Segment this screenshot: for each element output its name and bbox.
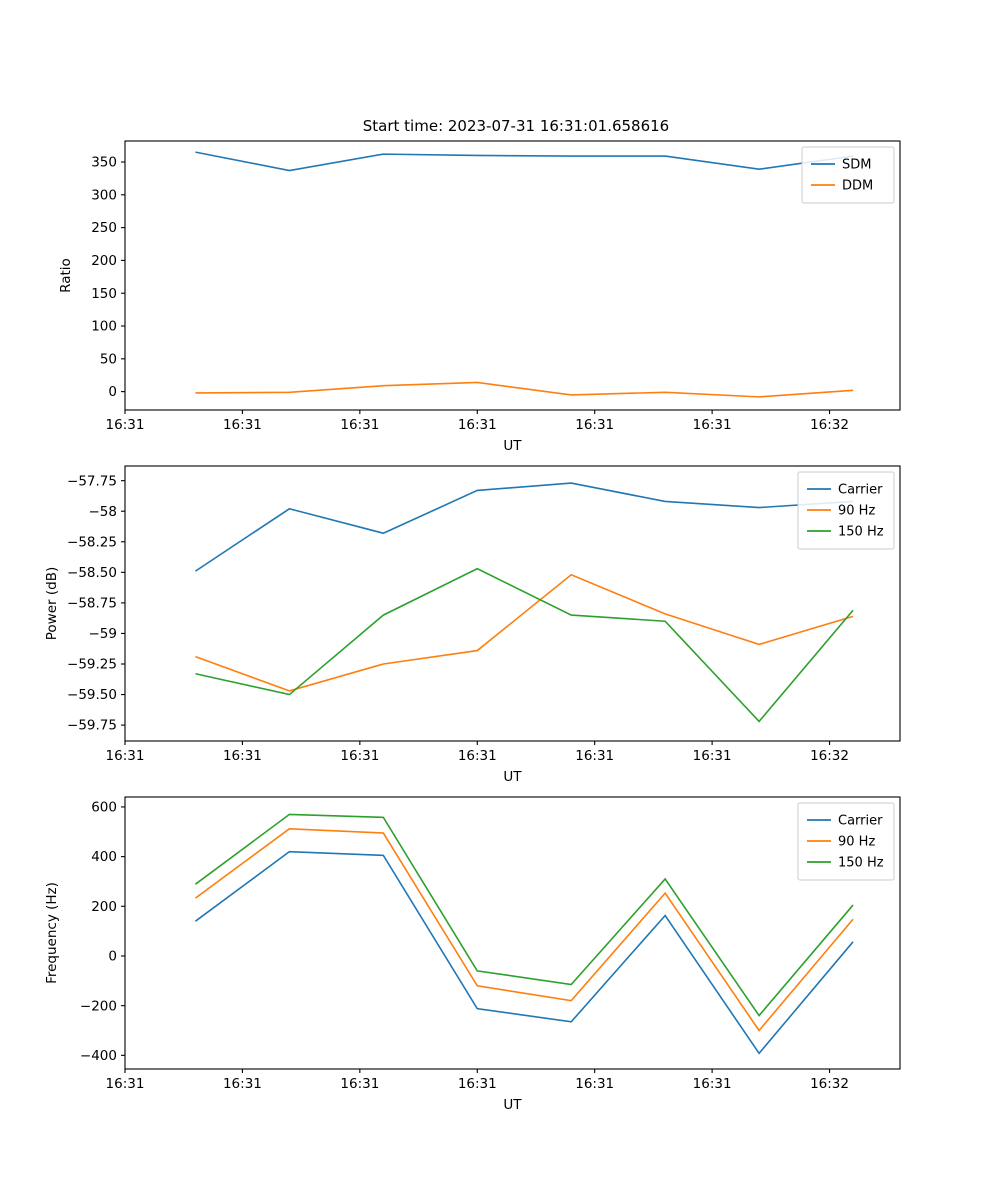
x-tick-label: 16:31: [693, 417, 732, 433]
y-tick-label: 0: [108, 949, 117, 965]
x-tick-label: 16:31: [223, 1076, 262, 1092]
x-tick-label: 16:31: [693, 1076, 732, 1092]
y-tick-label: −58.25: [67, 534, 117, 550]
series-line-sdm: [195, 151, 854, 172]
y-tick-label: −59.75: [67, 718, 117, 734]
subplot-ratio: 16:31 16:31 16:31 16:31 16:31 16:31 16:32 0 50 10…: [58, 140, 901, 454]
y-tick-label: −59: [89, 626, 118, 642]
x-tick-label: 16:31: [340, 748, 379, 764]
figure-title: Start time: 2023-07-31 16:31:01.658616: [363, 117, 669, 135]
x-axis-label: UT: [503, 438, 522, 454]
x-tick-label: 16:31: [106, 417, 145, 433]
legend-label-sdm: SDM: [842, 158, 871, 173]
y-tick-label: 300: [91, 187, 117, 203]
legend[interactable]: Carrier 90 Hz 150 Hz: [797, 471, 895, 550]
legend-label-90-hz: 90 Hz: [838, 504, 875, 519]
series-line-90-hz: [194, 827, 854, 1032]
x-tick-label: 16:32: [810, 748, 849, 764]
y-tick-label: −58: [89, 504, 118, 520]
x-tick-label: 16:32: [810, 417, 849, 433]
legend-label-90-hz: 90 Hz: [838, 835, 875, 850]
y-tick-label: −58.50: [67, 565, 117, 581]
y-tick-label: 150: [91, 286, 117, 302]
x-axis-label: UT: [503, 769, 522, 785]
x-tick-label: 16:31: [458, 417, 497, 433]
x-tick-label: 16:31: [340, 417, 379, 433]
y-axis-label: Frequency (Hz): [44, 882, 60, 984]
x-tick-label: 16:31: [458, 748, 497, 764]
y-tick-label: −57.75: [67, 473, 117, 489]
y-axis-label: Ratio: [58, 258, 74, 293]
y-tick-label: −59.50: [67, 687, 117, 703]
y-tick-label: 200: [91, 253, 117, 269]
x-tick-label: 16:31: [575, 417, 614, 433]
y-tick-label: −58.75: [67, 595, 117, 611]
series-line-150-hz: [195, 567, 854, 723]
series-line-carrier: [194, 850, 854, 1055]
y-tick-label: 100: [91, 319, 117, 335]
y-tick-label: 0: [108, 384, 117, 400]
series-line-150-hz: [194, 813, 854, 1017]
x-tick-label: 16:31: [575, 748, 614, 764]
x-tick-label: 16:31: [106, 748, 145, 764]
subplot-power: 16:31 16:31 16:31 16:31 16:31 16:31 16:32 −57.7…: [44, 465, 901, 785]
legend[interactable]: Carrier 90 Hz 150 Hz: [797, 802, 895, 881]
legend[interactable]: SDM DDM: [801, 146, 895, 204]
legend-label-carrier: Carrier: [838, 483, 883, 498]
x-tick-label: 16:31: [223, 417, 262, 433]
subplot-frequency: 16:31 16:31 16:31 16:31 16:31 16:31 16:32 −400 −…: [44, 796, 901, 1113]
legend-label-150-hz: 150 Hz: [838, 856, 884, 871]
x-tick-label: 16:31: [106, 1076, 145, 1092]
x-tick-label: 16:32: [810, 1076, 849, 1092]
y-tick-label: −59.25: [67, 657, 117, 673]
series-line-90-hz: [195, 573, 854, 692]
x-tick-label: 16:31: [575, 1076, 614, 1092]
legend-label-carrier: Carrier: [838, 814, 883, 829]
legend-label-150-hz: 150 Hz: [838, 525, 884, 540]
y-axis-label: Power (dB): [44, 567, 60, 640]
x-axis-label: UT: [503, 1097, 522, 1113]
y-tick-label: 400: [91, 849, 117, 865]
x-tick-label: 16:31: [458, 1076, 497, 1092]
x-tick-label: 16:31: [223, 748, 262, 764]
legend-label-ddm: DDM: [842, 179, 873, 194]
series-line-carrier: [195, 482, 854, 572]
y-tick-label: −400: [80, 1048, 117, 1064]
y-tick-label: 250: [91, 220, 117, 236]
y-tick-label: 50: [100, 351, 117, 367]
y-tick-label: −200: [80, 998, 117, 1014]
series-line-ddm: [195, 381, 854, 398]
x-tick-label: 16:31: [693, 748, 732, 764]
y-tick-label: 600: [91, 800, 117, 816]
y-tick-label: 200: [91, 899, 117, 915]
y-tick-label: 350: [91, 155, 117, 171]
x-tick-label: 16:31: [340, 1076, 379, 1092]
